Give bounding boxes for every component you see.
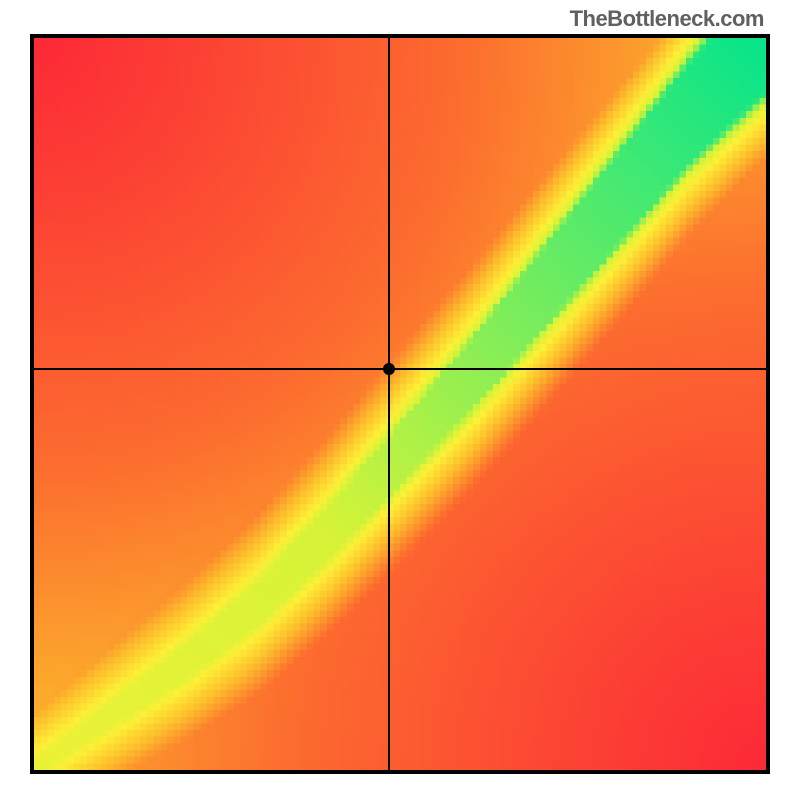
crosshair-horizontal [34,368,766,370]
crosshair-vertical [388,38,390,770]
chart-container: TheBottleneck.com [0,0,800,800]
heatmap-plot [30,34,770,774]
heatmap-canvas [34,38,766,770]
watermark-text: TheBottleneck.com [570,6,764,32]
marker-dot [383,363,395,375]
